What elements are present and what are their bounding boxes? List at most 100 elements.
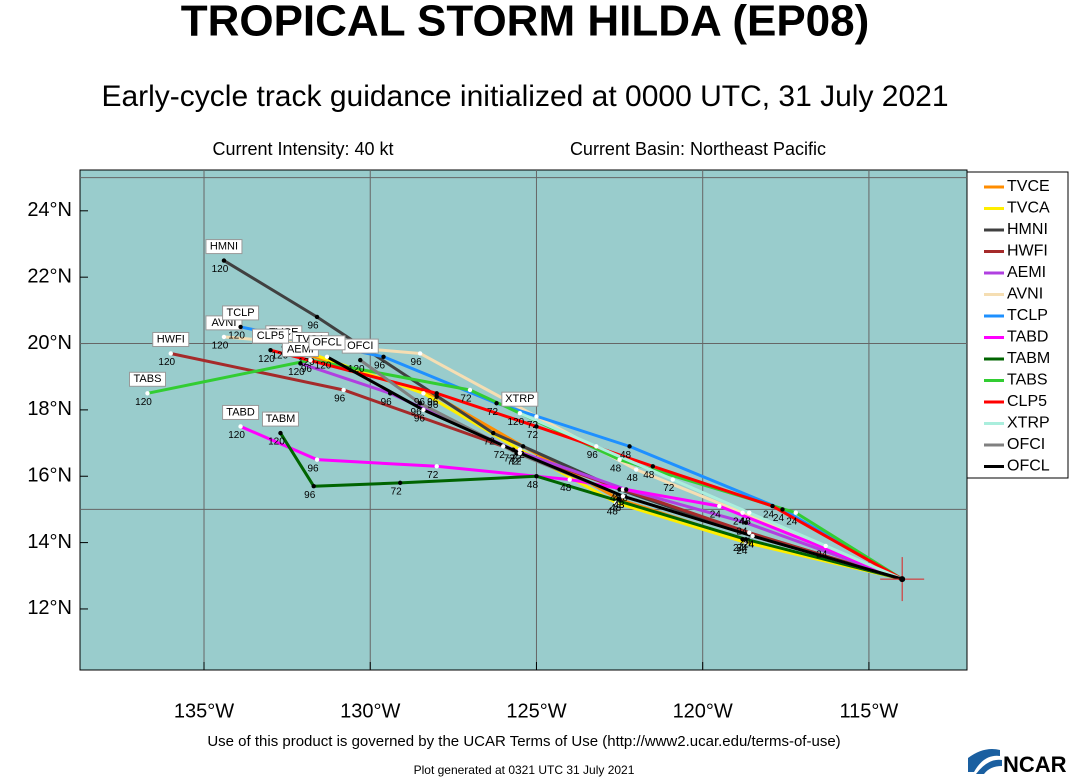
track-point xyxy=(780,507,785,512)
footer: Use of this product is governed by the U… xyxy=(207,733,840,750)
hour-label: 72 xyxy=(510,457,522,468)
track-label-box xyxy=(261,411,299,427)
legend-label: CLP5 xyxy=(1007,393,1047,410)
track-point xyxy=(381,354,386,359)
track-point xyxy=(341,387,346,393)
track-start xyxy=(771,504,903,581)
track-start xyxy=(825,544,903,581)
track-point xyxy=(168,351,173,356)
hour-label: 96 xyxy=(411,407,423,418)
track-point xyxy=(567,477,572,482)
track-point xyxy=(617,487,622,492)
legend-label: TVCE xyxy=(1007,178,1050,195)
hour-label: 48 xyxy=(560,483,572,494)
hour-label: 120 xyxy=(212,341,229,352)
track-point xyxy=(421,391,426,396)
track-label-box xyxy=(205,239,243,255)
track-point xyxy=(534,424,539,429)
hour-label: 48 xyxy=(613,500,625,511)
track-point xyxy=(624,487,629,492)
track-point xyxy=(434,394,439,399)
hour-label: 24 xyxy=(733,543,745,554)
track-point xyxy=(278,430,283,436)
y-tick-label: 24°N xyxy=(27,199,72,221)
track-point xyxy=(268,347,273,353)
track-point xyxy=(417,401,423,406)
legend-label: OFCL xyxy=(1007,458,1050,475)
track-point xyxy=(514,450,519,456)
hour-label: 120 xyxy=(228,331,245,342)
hour-label: 24 xyxy=(733,516,745,527)
hour-label: 120 xyxy=(271,350,288,361)
track-point xyxy=(517,450,523,456)
track-point xyxy=(670,477,675,482)
hour-label: 48 xyxy=(527,480,539,491)
hour-label: 72 xyxy=(484,437,496,448)
track-point xyxy=(494,401,499,406)
track-point xyxy=(823,543,828,549)
x-tick-label: 125°W xyxy=(506,700,566,722)
intensity: Current Intensity: 40 kt xyxy=(212,139,393,159)
legend-label: AVNI xyxy=(1007,286,1043,303)
hour-label: 96 xyxy=(374,360,386,371)
hour-label: 120 xyxy=(228,430,245,441)
track-point xyxy=(770,503,775,509)
hour-label: 72 xyxy=(487,407,499,418)
track-point xyxy=(324,354,330,359)
track-point xyxy=(634,467,639,472)
hour-label: 96 xyxy=(307,463,319,474)
hour-label: 96 xyxy=(411,357,423,368)
track-point xyxy=(308,357,313,363)
track-label: TCLP xyxy=(227,307,255,319)
track-point xyxy=(434,464,439,469)
basin: Current Basin: Northeast Pacific xyxy=(570,139,826,159)
track-point xyxy=(617,457,622,462)
hour-label: 48 xyxy=(643,470,655,481)
hour-label: 48 xyxy=(613,493,625,504)
hour-label: 24 xyxy=(736,543,748,554)
track-point xyxy=(620,493,626,499)
track-label: OFCI xyxy=(347,340,373,352)
hour-label: 120 xyxy=(348,364,365,375)
track-point xyxy=(717,503,722,509)
hour-label: 72 xyxy=(427,470,439,481)
track-point xyxy=(358,357,363,363)
hour-label: 96 xyxy=(301,364,313,375)
y-tick-label: 14°N xyxy=(27,531,72,553)
legend-label: TCLP xyxy=(1007,307,1048,324)
x-tick-label: 135°W xyxy=(174,700,234,722)
x-tick-label: 120°W xyxy=(673,700,733,722)
hour-label: 72 xyxy=(514,450,526,461)
track-label: XTRP xyxy=(505,393,534,405)
track-point xyxy=(417,351,423,356)
track-point xyxy=(740,537,745,542)
hour-label: 120 xyxy=(268,437,285,448)
hour-label: 24 xyxy=(773,513,785,524)
track-point xyxy=(793,510,798,515)
track-label-box xyxy=(222,404,260,420)
subtitle: Early-cycle track guidance initialized a… xyxy=(101,80,948,113)
track-label: HMNI xyxy=(210,240,238,252)
hour-label: 24 xyxy=(743,540,755,551)
x-tick-label: 130°W xyxy=(340,700,400,722)
hour-label: 120 xyxy=(315,360,332,371)
hour-label: 72 xyxy=(507,457,519,468)
hour-label: 48 xyxy=(613,500,625,511)
hour-label: 24 xyxy=(736,546,748,557)
y-tick-label: 20°N xyxy=(27,332,72,354)
track-point xyxy=(743,537,749,542)
track-point xyxy=(650,464,656,469)
hour-label: 120 xyxy=(258,354,275,365)
track-point xyxy=(517,410,523,416)
track-point xyxy=(627,444,632,449)
track-point xyxy=(743,540,749,545)
hour-label: 72 xyxy=(391,487,403,498)
track-point xyxy=(311,483,316,489)
track-label-box xyxy=(128,371,166,387)
generated: Plot generated at 0321 UTC 31 July 2021 xyxy=(414,763,635,777)
track-point xyxy=(743,520,749,525)
track-point xyxy=(491,430,496,436)
track-point xyxy=(421,407,426,413)
track-point xyxy=(397,480,403,486)
